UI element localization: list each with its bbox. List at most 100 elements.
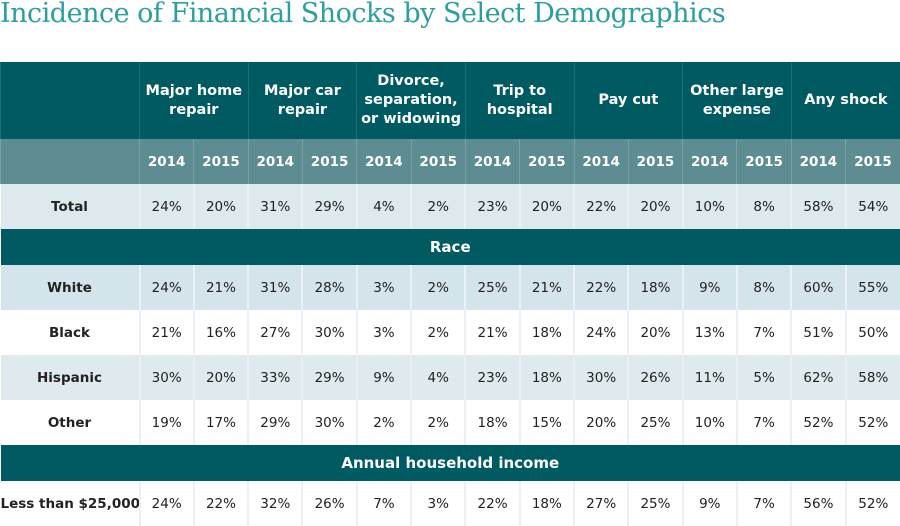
- table-cell: 30%: [140, 355, 194, 400]
- column-header: Other large expense: [683, 62, 792, 139]
- table-cell: 16%: [194, 310, 248, 355]
- table-cell: 5%: [737, 355, 791, 400]
- table-cell: 7%: [357, 481, 411, 526]
- table-cell: 30%: [302, 310, 356, 355]
- table-cell: 25%: [628, 400, 682, 445]
- section-band: Annual household income: [1, 445, 900, 481]
- table-cell: 51%: [791, 310, 845, 355]
- table-cell: 52%: [846, 481, 900, 526]
- table-cell: 10%: [683, 184, 737, 229]
- header-blank: [1, 62, 140, 139]
- table-cell: 18%: [465, 400, 519, 445]
- table-cell: 18%: [520, 310, 574, 355]
- table-cell: 62%: [791, 355, 845, 400]
- table-cell: 24%: [140, 265, 194, 310]
- table-cell: 32%: [248, 481, 302, 526]
- year-header: 2015: [737, 139, 791, 184]
- table-cell: 33%: [248, 355, 302, 400]
- column-header: Divorce, separation, or widowing: [357, 62, 466, 139]
- table-cell: 52%: [846, 400, 900, 445]
- table-cell: 7%: [737, 481, 791, 526]
- table-cell: 26%: [628, 355, 682, 400]
- table-cell: 24%: [140, 481, 194, 526]
- year-header: 2014: [357, 139, 411, 184]
- table-cell: 4%: [357, 184, 411, 229]
- table-cell: 2%: [411, 310, 465, 355]
- table-cell: 2%: [411, 184, 465, 229]
- table-cell: 29%: [302, 355, 356, 400]
- table-cell: 8%: [737, 184, 791, 229]
- table-cell: 23%: [465, 355, 519, 400]
- table-cell: 31%: [248, 265, 302, 310]
- column-header: Major car repair: [248, 62, 357, 139]
- header-blank: [1, 139, 140, 184]
- table-cell: 28%: [302, 265, 356, 310]
- year-header: 2015: [628, 139, 682, 184]
- table-cell: 21%: [465, 310, 519, 355]
- table-cell: 3%: [411, 481, 465, 526]
- table-cell: 27%: [574, 481, 628, 526]
- table-cell: 58%: [846, 355, 900, 400]
- column-header: Major home repair: [140, 62, 249, 139]
- section-title: Annual household income: [1, 445, 900, 481]
- table-cell: 20%: [628, 184, 682, 229]
- table-cell: 9%: [683, 481, 737, 526]
- table-cell: 23%: [465, 184, 519, 229]
- year-header: 2014: [574, 139, 628, 184]
- table-cell: 22%: [465, 481, 519, 526]
- table-cell: 21%: [520, 265, 574, 310]
- table-cell: 17%: [194, 400, 248, 445]
- table-cell: 26%: [302, 481, 356, 526]
- row-label: Hispanic: [1, 355, 140, 400]
- year-header: 2015: [520, 139, 574, 184]
- table-cell: 2%: [411, 265, 465, 310]
- table-cell: 30%: [574, 355, 628, 400]
- row-label: White: [1, 265, 140, 310]
- table-cell: 50%: [846, 310, 900, 355]
- table-cell: 2%: [357, 400, 411, 445]
- table-cell: 7%: [737, 400, 791, 445]
- table-cell: 21%: [194, 265, 248, 310]
- table-cell: 3%: [357, 310, 411, 355]
- table-cell: 54%: [846, 184, 900, 229]
- year-header: 2015: [411, 139, 465, 184]
- row-label: Less than $25,000: [1, 481, 140, 526]
- column-header: Trip to hospital: [465, 62, 574, 139]
- table-cell: 18%: [520, 355, 574, 400]
- table-cell: 15%: [520, 400, 574, 445]
- year-header: 2014: [791, 139, 845, 184]
- year-header: 2014: [140, 139, 194, 184]
- table-cell: 27%: [248, 310, 302, 355]
- table-cell: 20%: [194, 355, 248, 400]
- row-label: Total: [1, 184, 140, 229]
- table-cell: 10%: [683, 400, 737, 445]
- table-cell: 22%: [574, 265, 628, 310]
- table-cell: 25%: [628, 481, 682, 526]
- table-cell: 55%: [846, 265, 900, 310]
- year-header: 2014: [683, 139, 737, 184]
- table-cell: 20%: [520, 184, 574, 229]
- table-cell: 20%: [628, 310, 682, 355]
- table-cell: 11%: [683, 355, 737, 400]
- year-header: 2015: [302, 139, 356, 184]
- page-title: Incidence of Financial Shocks by Select …: [0, 0, 725, 29]
- table-cell: 29%: [302, 184, 356, 229]
- table-cell: 2%: [411, 400, 465, 445]
- year-header: 2014: [248, 139, 302, 184]
- table-cell: 13%: [683, 310, 737, 355]
- section-title: Race: [1, 229, 900, 265]
- table-cell: 19%: [140, 400, 194, 445]
- table-cell: 7%: [737, 310, 791, 355]
- year-header: 2015: [194, 139, 248, 184]
- table-cell: 24%: [140, 184, 194, 229]
- table-cell: 52%: [791, 400, 845, 445]
- table-cell: 18%: [520, 481, 574, 526]
